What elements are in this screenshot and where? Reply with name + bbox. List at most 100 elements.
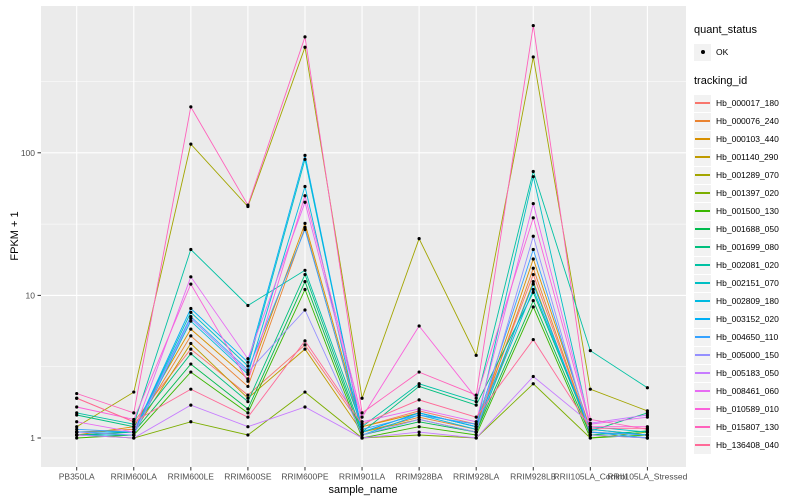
line-swatch [695, 156, 710, 158]
legend-key [694, 436, 711, 454]
data-point [246, 411, 250, 415]
x-tick-label: RRIM901LA [339, 472, 386, 482]
data-point [645, 426, 650, 430]
data-point [645, 433, 650, 437]
legend-item-Hb_002081_020: Hb_002081_020 [694, 256, 800, 274]
x-tick-label: RRIM600SE [224, 472, 272, 482]
data-points [75, 23, 650, 440]
x-tick-label: RRIM600LA [111, 472, 158, 482]
legend-item-label: Hb_000017_180 [716, 98, 779, 108]
legend-key [694, 166, 711, 184]
data-point [588, 422, 592, 426]
data-point [246, 364, 250, 368]
legend-title-tracking-id: tracking_id [694, 75, 748, 87]
legend-item-label: Hb_000103_440 [716, 134, 779, 144]
data-point [474, 430, 478, 434]
legend-item-label: Hb_003152_020 [716, 314, 779, 324]
legend-item-Hb_001140_290: Hb_001140_290 [694, 148, 800, 166]
legend-item-Hb_015807_130: Hb_015807_130 [694, 418, 800, 436]
data-point [303, 279, 307, 284]
data-point [246, 393, 250, 397]
legend-item-Hb_005183_050: Hb_005183_050 [694, 364, 800, 382]
legend-quant-status: quant_status OK [694, 24, 800, 61]
data-point [75, 405, 79, 409]
data-point [75, 420, 79, 424]
legend-item-Hb_000017_180: Hb_000017_180 [694, 94, 800, 112]
x-tick-label: PB350LA [59, 472, 95, 482]
data-point [531, 23, 535, 28]
data-point [189, 370, 193, 374]
legend-item-Hb_003152_020: Hb_003152_020 [694, 310, 800, 328]
data-point [246, 433, 250, 437]
legend-key [694, 202, 711, 220]
line-swatch [695, 354, 710, 356]
x-tick-label: RRII105LA_Stressed [607, 472, 687, 482]
data-point [417, 407, 421, 411]
data-point [474, 403, 478, 407]
data-point [189, 420, 193, 424]
data-point [189, 282, 193, 286]
data-point [531, 282, 535, 286]
data-point [303, 339, 307, 343]
legend-item-Hb_001688_050: Hb_001688_050 [694, 220, 800, 238]
data-point [75, 430, 79, 434]
legend-key [694, 112, 711, 130]
legend-item-Hb_004650_110: Hb_004650_110 [694, 328, 800, 346]
data-point [531, 55, 535, 59]
data-point [531, 279, 535, 284]
legend-item-Hb_001397_020: Hb_001397_020 [694, 184, 800, 202]
legend-item-ok: OK [694, 43, 800, 61]
legend-item-label: Hb_005000_150 [716, 350, 779, 360]
data-point [75, 411, 79, 415]
line-swatch [695, 246, 710, 248]
x-tick-label: RRIM928LB [510, 472, 557, 482]
legend-item-label: Hb_136408_040 [716, 440, 779, 450]
data-point [189, 403, 193, 407]
legend-item-Hb_002151_070: Hb_002151_070 [694, 274, 800, 292]
data-point [246, 303, 250, 308]
data-point [75, 433, 79, 437]
line-swatch [695, 444, 710, 446]
legend-item-label: Hb_001289_070 [716, 170, 779, 180]
data-point [474, 420, 478, 424]
legend-key [694, 400, 711, 418]
data-point [645, 436, 650, 440]
data-point [417, 413, 421, 417]
legend-key [694, 346, 711, 364]
data-point [531, 234, 535, 238]
data-point [360, 430, 364, 434]
legend-tracking-rows: Hb_000017_180 Hb_000076_240 Hb_000103_440 H… [694, 94, 800, 454]
line-swatch [695, 102, 710, 104]
data-point [189, 247, 193, 252]
data-point [303, 405, 307, 409]
legend-item-label: Hb_001688_050 [716, 224, 779, 234]
data-point [360, 427, 364, 431]
y-tick-label: 10 [26, 290, 36, 300]
data-point [246, 360, 250, 364]
legend-item-label: Hb_008461_060 [716, 386, 779, 396]
data-point [132, 390, 136, 394]
data-point [303, 390, 307, 394]
data-point [531, 247, 535, 252]
legend-item-Hb_000103_440: Hb_000103_440 [694, 130, 800, 148]
x-tick-label: RRII105LA_Control [553, 472, 627, 482]
data-point [303, 272, 307, 277]
data-point [645, 386, 650, 390]
data-point [132, 433, 136, 437]
legend-key [694, 238, 711, 256]
data-point [132, 417, 136, 422]
data-point [531, 298, 535, 303]
y-axis-labels: 1 10 100 [21, 148, 35, 443]
legend-item-Hb_001699_080: Hb_001699_080 [694, 238, 800, 256]
legend-item-label: Hb_001397_020 [716, 188, 779, 198]
data-point [474, 415, 478, 419]
data-point [417, 370, 421, 374]
data-point [132, 422, 136, 426]
x-tick-label: RRIM928LA [453, 472, 500, 482]
line-swatch [695, 174, 710, 176]
data-point [189, 105, 193, 109]
legend-item-label: Hb_002151_070 [716, 278, 779, 288]
line-swatch [695, 372, 710, 374]
data-point [474, 353, 478, 357]
data-point [189, 319, 193, 323]
